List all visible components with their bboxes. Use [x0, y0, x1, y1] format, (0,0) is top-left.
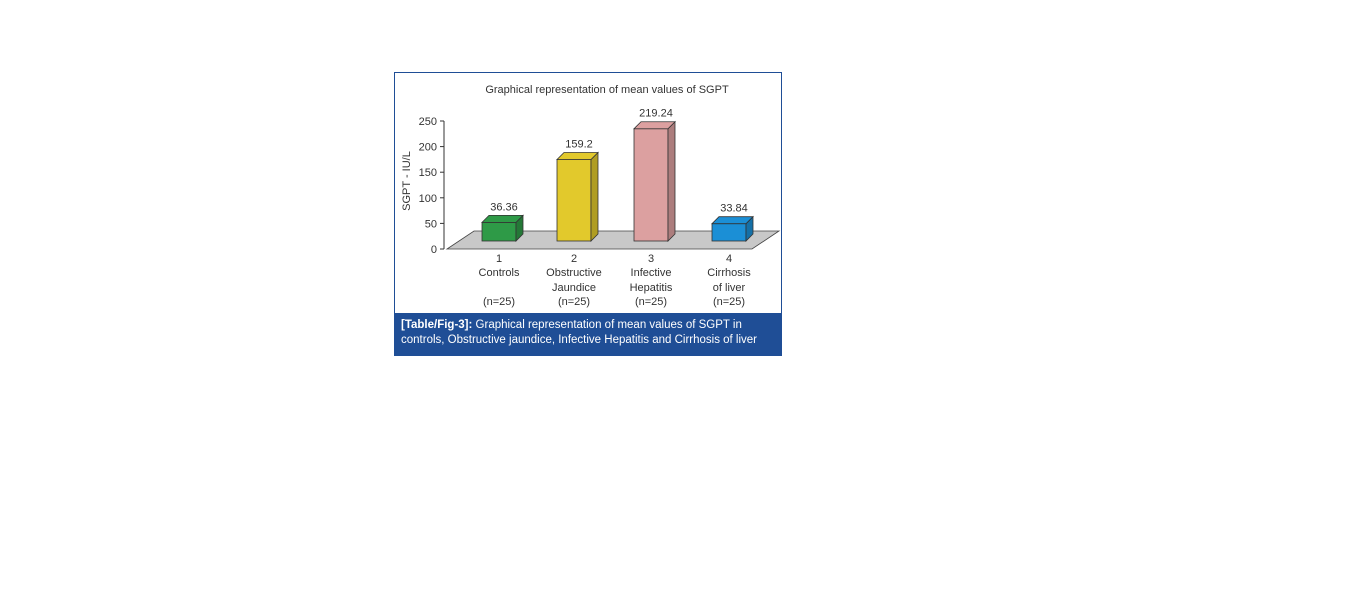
floor-plane	[445, 230, 781, 250]
bar: 36.36	[481, 201, 524, 242]
sgpt-bar-chart: Graphical representation of mean values …	[401, 84, 781, 308]
category-sample-size: (n=25)	[483, 296, 515, 308]
bar-value-label: 33.84	[720, 203, 748, 215]
chart-floor	[445, 230, 781, 250]
category-name: Hepatitis	[630, 282, 673, 294]
category-sample-size: (n=25)	[713, 296, 745, 308]
bars: 36.36 159.2 219.24 33.84	[481, 108, 754, 242]
y-tick-label: 150	[419, 167, 437, 179]
category-name: Jaundice	[552, 282, 596, 294]
bar-front	[633, 128, 669, 242]
bar-top	[556, 152, 599, 160]
y-axis: 0 50 100 150 200 250	[419, 116, 445, 256]
bar-front	[711, 223, 747, 242]
y-tick-label: 250	[419, 116, 437, 128]
y-axis-label: SGPT - IU/L	[401, 151, 413, 211]
category-name: Obstructive	[546, 267, 602, 279]
category-number: 3	[648, 253, 654, 265]
category-name: Infective	[631, 267, 672, 279]
bar-top	[711, 216, 754, 225]
bar-top	[633, 121, 676, 130]
bar: 33.84	[711, 203, 754, 242]
y-tick-label: 100	[419, 193, 437, 205]
caption-text: Graphical representation of mean values …	[401, 319, 758, 346]
y-tick-label: 50	[425, 218, 437, 230]
category-number: 2	[571, 253, 577, 265]
caption-lead: [Table/Fig-3]:	[401, 319, 473, 331]
bar-side	[667, 120, 676, 242]
category-number: 4	[726, 253, 732, 265]
bar-value-label: 36.36	[490, 201, 518, 213]
bar-front	[481, 221, 517, 242]
category-name: Cirrhosis	[707, 267, 751, 279]
category-name: Controls	[479, 267, 520, 279]
bar-value-label: 219.24	[639, 108, 673, 120]
figure-panel: Graphical representation of mean values …	[394, 72, 782, 356]
category-number: 1	[496, 253, 502, 265]
chart-title: Graphical representation of mean values …	[485, 84, 729, 96]
bar-value-label: 159.2	[565, 138, 593, 150]
figure-caption: [Table/Fig-3]: Graphical representation …	[395, 313, 781, 355]
y-tick-label: 0	[431, 244, 437, 256]
category-labels: 1 Controls (n=25) 2 Obstructive Jaundice (n=25…	[479, 253, 752, 308]
category-name: of liver	[713, 282, 746, 294]
bar-front	[556, 159, 592, 242]
y-tick-label: 200	[419, 142, 437, 154]
category-sample-size: (n=25)	[558, 296, 590, 308]
bar: 219.24	[633, 108, 676, 242]
bar-top	[481, 214, 524, 223]
category-sample-size: (n=25)	[635, 296, 667, 308]
bar-side	[590, 151, 599, 242]
bar: 159.2	[556, 138, 599, 242]
